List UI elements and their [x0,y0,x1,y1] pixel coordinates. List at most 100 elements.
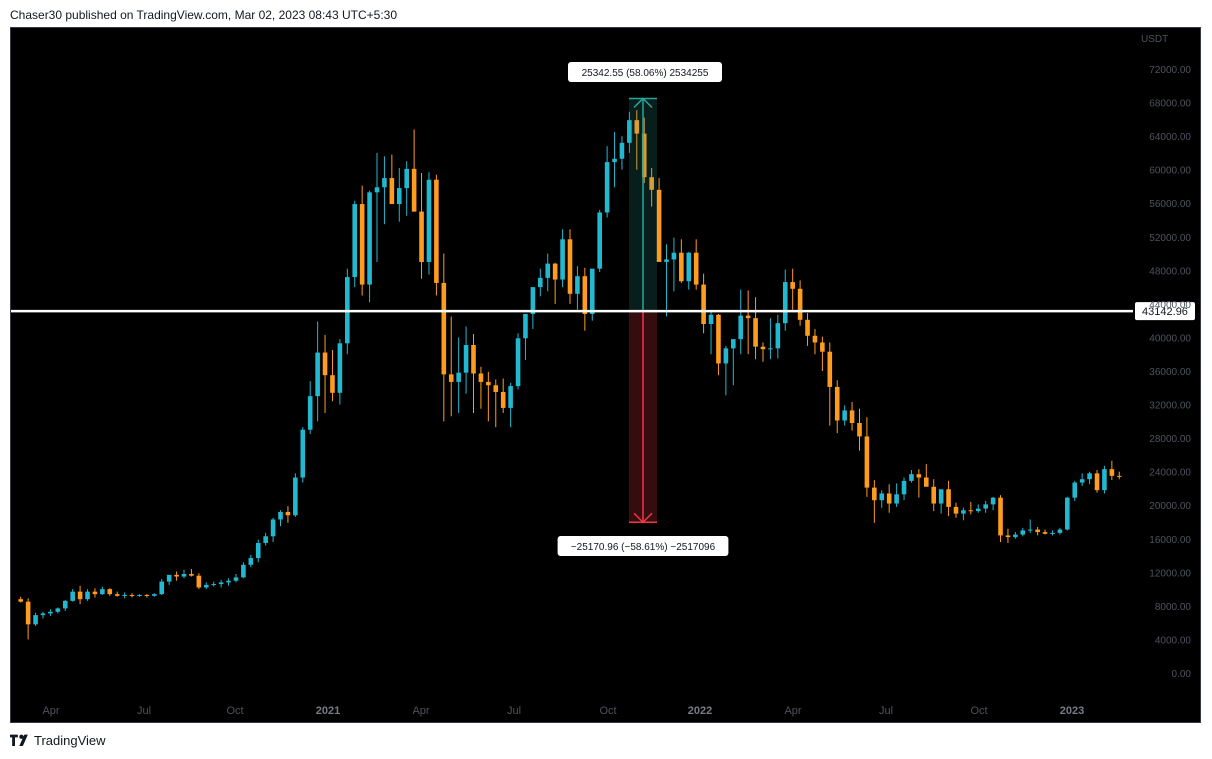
candle-body [589,268,595,314]
measure-down-label[interactable]: −25170.96 (−58.61%) −2517096 [557,536,729,556]
candle [122,592,127,599]
price-tick-label: 36000.00 [1149,367,1191,378]
time-tick-label: Apr [784,705,801,717]
candle-body [40,613,46,616]
candle-body [894,494,899,504]
candle [731,339,736,386]
candle-body [916,474,922,478]
measure-up-arrow-icon [633,97,653,109]
candle-body [382,178,387,188]
price-tick-label: 12000.00 [1149,568,1191,579]
candle-body [775,323,781,349]
candle [241,562,246,579]
candle-body [33,615,38,625]
candle [589,268,595,321]
chart-panel[interactable]: 25342.55 (58.06%) 2534255 −25170.96 (−58.… [10,27,1201,723]
candle-body [968,510,974,512]
candle-body [129,594,135,596]
candle [641,117,647,184]
candle [560,229,565,288]
candle [85,589,90,601]
candle-body [248,558,254,565]
candle [523,313,528,361]
candle-body [731,339,736,349]
price-tick-label: 8000.00 [1155,602,1192,613]
candle-body [664,259,669,262]
price-tick-label: 4000.00 [1155,635,1192,646]
candle [775,314,781,359]
candle [708,310,714,355]
candle [1050,530,1055,536]
candle [359,185,365,296]
candle [100,586,105,595]
candle [975,504,981,513]
candle-body [263,536,268,543]
candle-body [55,608,61,612]
candle [797,280,803,326]
candle-body [404,168,409,189]
candle [879,490,885,508]
candle [196,573,202,590]
candle-body [144,594,150,596]
candle [508,382,513,428]
footer-brand[interactable]: TradingView [10,733,106,748]
price-tick-label: 16000.00 [1149,535,1191,546]
candle [760,342,766,362]
candle [864,417,870,497]
candle [1057,527,1063,535]
candle-body [612,158,617,163]
candle [1035,527,1040,536]
candle [493,379,499,428]
candle [790,268,795,310]
candle-body [174,574,179,577]
candle-body [805,319,810,336]
candle-body [1057,529,1063,533]
candle-body [486,381,491,386]
candle [953,502,959,518]
candle [500,378,506,413]
candle-body [85,591,90,600]
candle [463,326,469,394]
candle [627,111,632,153]
candle-body [834,386,840,421]
candle-body [679,252,684,282]
measure-down-arrow-icon [633,512,653,524]
candle-body [738,315,744,340]
candle-body [25,601,31,625]
candle [686,251,692,290]
candle-body [114,594,120,596]
candle-body [575,276,580,294]
candle-body [545,263,551,278]
candle [515,333,521,390]
candle-body [953,506,959,514]
candle-body [998,497,1003,536]
candle-body [872,487,877,501]
candle [434,174,439,296]
candle [218,579,224,588]
candle [1087,471,1092,485]
candle-body [886,493,892,504]
price-tick-label: 72000.00 [1149,65,1191,76]
candle-body [961,510,966,514]
measure-up-label[interactable]: 25342.55 (58.06%) 2534255 [568,62,722,82]
candle-body [879,493,885,501]
candle-body [463,344,469,373]
candlestick-chart[interactable]: 25342.55 (58.06%) 2534255 −25170.96 (−58.… [11,28,1200,722]
candle [211,581,217,587]
candle-body [426,179,432,262]
candle [270,517,276,543]
candle [753,297,758,360]
horizontal-line: 43142.96 [11,302,1195,321]
candle-body [181,574,187,577]
candle [530,287,536,330]
candle-body [1094,473,1100,491]
candle [293,473,298,517]
candle [983,501,988,513]
candle [820,336,825,371]
candle-body [389,178,395,205]
price-tick-label: 60000.00 [1149,166,1191,177]
candle-body [137,594,142,596]
candle [552,262,558,304]
candle-body [515,338,521,387]
candle [693,239,699,290]
